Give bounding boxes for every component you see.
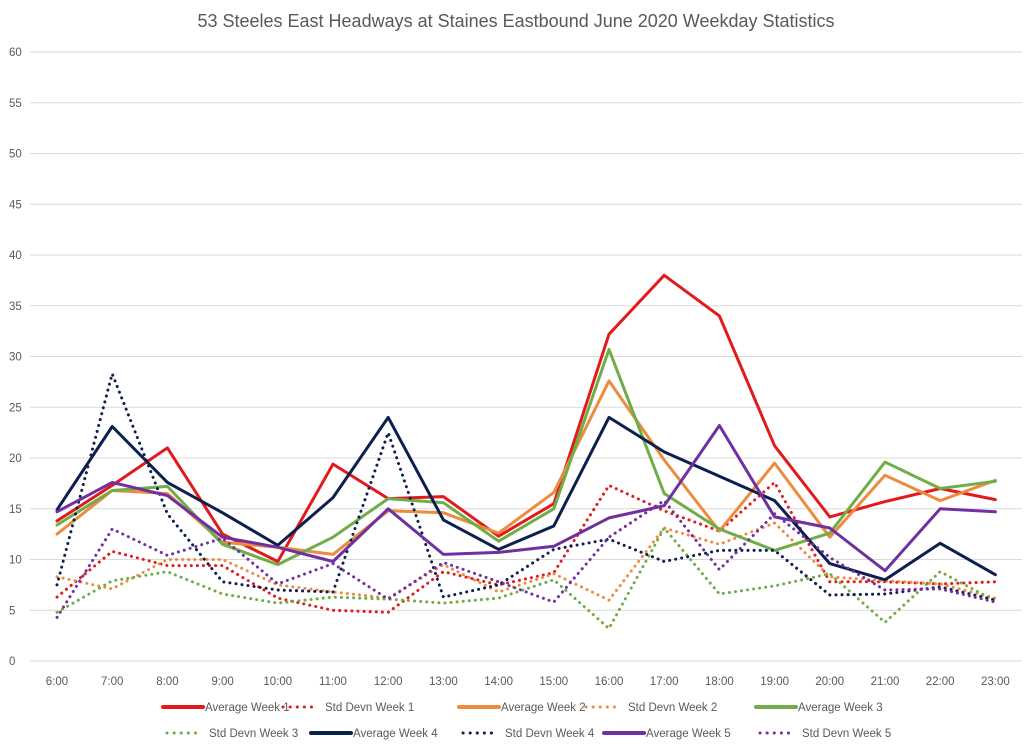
y-tick-label: 30 — [9, 352, 22, 364]
x-tick-label: 11:00 — [319, 676, 347, 688]
legend-item: Average Week 2 — [457, 702, 586, 714]
y-tick-label: 55 — [9, 98, 22, 110]
legend-item: Average Week 4 — [309, 728, 438, 740]
legend-label: Average Week 5 — [646, 728, 731, 740]
y-tick-label: 10 — [9, 555, 22, 567]
y-axis-ticks: 0 5 10 15 20 25 30 35 40 45 50 55 60 — [9, 47, 22, 668]
legend-label: Std Devn Week 3 — [209, 728, 298, 740]
x-tick-label: 20:00 — [815, 676, 844, 688]
legend-item: Std Devn Week 4 — [461, 728, 595, 740]
chart-title: 53 Steeles East Headways at Staines East… — [197, 11, 834, 31]
gridlines — [30, 51, 1022, 662]
legend-item: Std Devn Week 1 — [281, 702, 414, 714]
series-line-std-devn-week-3 — [55, 526, 997, 630]
legend-label: Std Devn Week 1 — [325, 702, 414, 714]
series-line-average-week-1 — [55, 273, 997, 563]
x-tick-label: 14:00 — [484, 676, 513, 688]
x-tick-label: 15:00 — [539, 676, 568, 688]
x-tick-label: 13:00 — [429, 676, 458, 688]
y-tick-label: 0 — [9, 656, 15, 668]
y-tick-label: 50 — [9, 149, 22, 161]
legend-item: Average Week 3 — [754, 702, 883, 714]
x-tick-label: 6:00 — [46, 676, 68, 688]
series-line-std-devn-week-1 — [55, 480, 997, 614]
legend-item: Std Devn Week 3 — [165, 728, 298, 740]
legend-item: Average Week 1 — [161, 702, 290, 714]
y-tick-label: 25 — [9, 402, 22, 414]
series-lines — [55, 273, 997, 630]
legend-item: Std Devn Week 5 — [758, 728, 891, 740]
legend-label: Average Week 1 — [205, 702, 290, 714]
legend-label: Std Devn Week 4 — [505, 728, 595, 740]
y-tick-label: 15 — [9, 504, 22, 516]
series-line-average-week-5 — [55, 424, 997, 573]
x-tick-label: 19:00 — [760, 676, 789, 688]
y-tick-label: 60 — [9, 47, 22, 59]
x-tick-label: 10:00 — [263, 676, 292, 688]
legend-label: Std Devn Week 2 — [628, 702, 717, 714]
legend-label: Std Devn Week 5 — [802, 728, 891, 740]
y-tick-label: 45 — [9, 199, 22, 211]
x-axis-ticks: 6:00 7:00 8:00 9:00 10:00 11:00 12:00 13:00 14:0… — [46, 676, 1010, 688]
y-tick-label: 20 — [9, 453, 22, 465]
y-tick-label: 40 — [9, 250, 22, 262]
x-tick-label: 12:00 — [374, 676, 403, 688]
y-tick-label: 5 — [9, 605, 15, 617]
x-tick-label: 23:00 — [981, 676, 1010, 688]
series-line-std-devn-week-5 — [55, 499, 997, 619]
x-tick-label: 9:00 — [211, 676, 233, 688]
legend-item: Average Week 5 — [602, 728, 731, 740]
series-line-average-week-4 — [55, 415, 997, 582]
x-tick-label: 18:00 — [705, 676, 734, 688]
x-tick-label: 8:00 — [156, 676, 178, 688]
legend-label: Average Week 4 — [353, 728, 438, 740]
x-tick-label: 16:00 — [595, 676, 624, 688]
legend-label: Average Week 2 — [501, 702, 586, 714]
y-tick-label: 35 — [9, 301, 22, 313]
legend-label: Average Week 3 — [798, 702, 883, 714]
series-line-std-devn-week-2 — [55, 521, 997, 602]
x-tick-label: 17:00 — [650, 676, 679, 688]
x-tick-label: 22:00 — [926, 676, 955, 688]
legend-item: Std Devn Week 2 — [584, 702, 717, 714]
legend: Average Week 1 Std Devn Week 1 Average Wee… — [161, 702, 891, 740]
series-line-average-week-3 — [55, 347, 997, 567]
x-tick-label: 21:00 — [871, 676, 900, 688]
x-tick-label: 7:00 — [101, 676, 123, 688]
